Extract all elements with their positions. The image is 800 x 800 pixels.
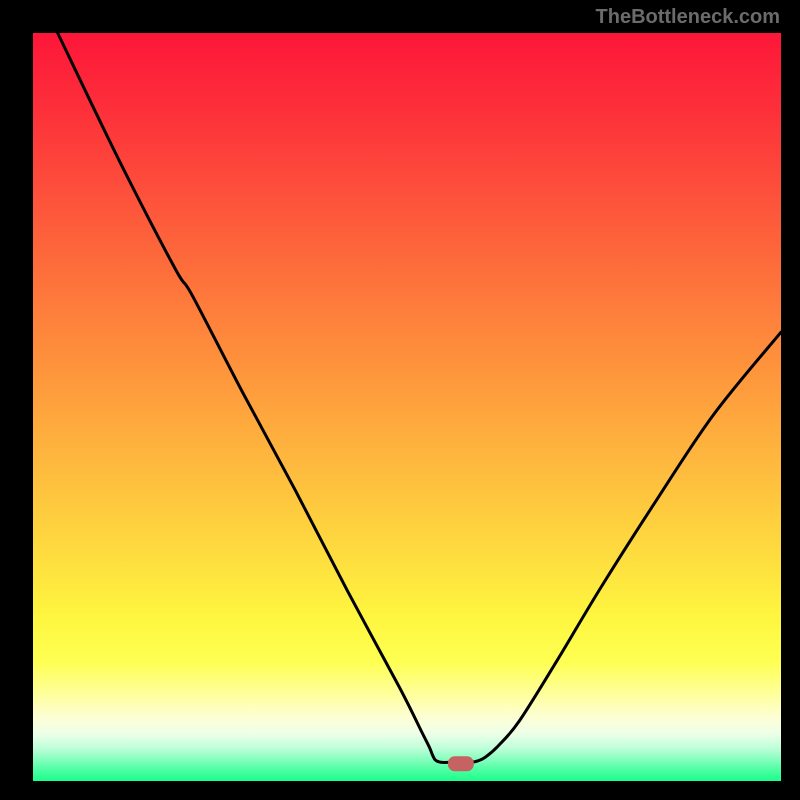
chart-container: TheBottleneck.com xyxy=(0,0,800,800)
watermark-text: TheBottleneck.com xyxy=(596,6,780,29)
plot-area xyxy=(33,33,781,781)
bottleneck-curve xyxy=(58,33,781,762)
curve-layer xyxy=(33,33,781,781)
min-marker xyxy=(448,756,474,771)
